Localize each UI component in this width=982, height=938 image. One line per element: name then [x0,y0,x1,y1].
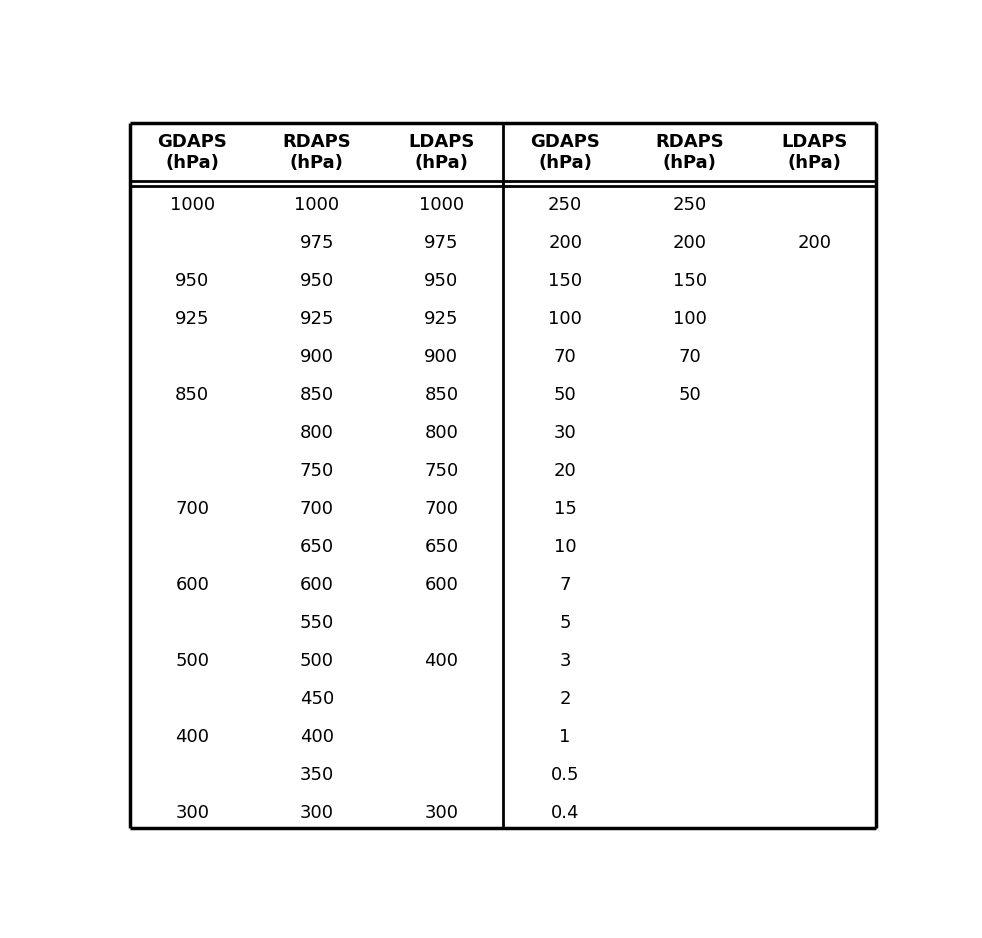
Text: 600: 600 [300,576,334,594]
Text: 450: 450 [300,689,334,708]
Text: 750: 750 [300,461,334,479]
Text: 250: 250 [548,195,582,214]
Text: 150: 150 [548,272,582,290]
Text: 50: 50 [554,386,576,403]
Text: 975: 975 [300,234,334,251]
Text: RDAPS
(hPa): RDAPS (hPa) [655,133,724,172]
Text: 0.5: 0.5 [551,766,579,784]
Text: 300: 300 [300,804,334,822]
Text: 750: 750 [424,461,459,479]
Text: 2: 2 [560,689,571,708]
Text: 100: 100 [673,310,707,327]
Text: 250: 250 [673,195,707,214]
Text: 400: 400 [175,728,209,746]
Text: 350: 350 [300,766,334,784]
Text: 550: 550 [300,613,334,632]
Text: 7: 7 [560,576,571,594]
Text: 600: 600 [424,576,459,594]
Text: 3: 3 [560,652,571,670]
Text: 1000: 1000 [295,195,340,214]
Text: 100: 100 [548,310,582,327]
Text: 900: 900 [424,348,459,366]
Text: 800: 800 [300,424,334,442]
Text: 975: 975 [424,234,459,251]
Text: 15: 15 [554,500,576,518]
Text: 650: 650 [424,537,459,555]
Text: 700: 700 [175,500,209,518]
Text: GDAPS
(hPa): GDAPS (hPa) [157,133,227,172]
Text: LDAPS
(hPa): LDAPS (hPa) [409,133,474,172]
Text: 950: 950 [300,272,334,290]
Text: 70: 70 [679,348,701,366]
Text: 400: 400 [300,728,334,746]
Text: 20: 20 [554,461,576,479]
Text: 1000: 1000 [170,195,215,214]
Text: 950: 950 [175,272,209,290]
Text: 150: 150 [673,272,707,290]
Text: 500: 500 [300,652,334,670]
Text: 200: 200 [548,234,582,251]
Text: 1: 1 [560,728,571,746]
Text: 300: 300 [175,804,209,822]
Text: 400: 400 [424,652,459,670]
Text: 70: 70 [554,348,576,366]
Text: 950: 950 [424,272,459,290]
Text: 200: 200 [673,234,707,251]
Text: 850: 850 [175,386,209,403]
Text: 30: 30 [554,424,576,442]
Text: 800: 800 [424,424,459,442]
Text: 200: 200 [797,234,832,251]
Text: 925: 925 [175,310,209,327]
Text: 600: 600 [176,576,209,594]
Text: GDAPS
(hPa): GDAPS (hPa) [530,133,600,172]
Text: 5: 5 [560,613,571,632]
Text: 1000: 1000 [418,195,464,214]
Text: 925: 925 [300,310,334,327]
Text: LDAPS
(hPa): LDAPS (hPa) [781,133,847,172]
Text: 0.4: 0.4 [551,804,579,822]
Text: 10: 10 [554,537,576,555]
Text: RDAPS
(hPa): RDAPS (hPa) [283,133,352,172]
Text: 850: 850 [300,386,334,403]
Text: 300: 300 [424,804,459,822]
Text: 700: 700 [424,500,459,518]
Text: 500: 500 [175,652,209,670]
Text: 650: 650 [300,537,334,555]
Text: 700: 700 [300,500,334,518]
Text: 50: 50 [679,386,701,403]
Text: 850: 850 [424,386,459,403]
Text: 925: 925 [424,310,459,327]
Text: 900: 900 [300,348,334,366]
